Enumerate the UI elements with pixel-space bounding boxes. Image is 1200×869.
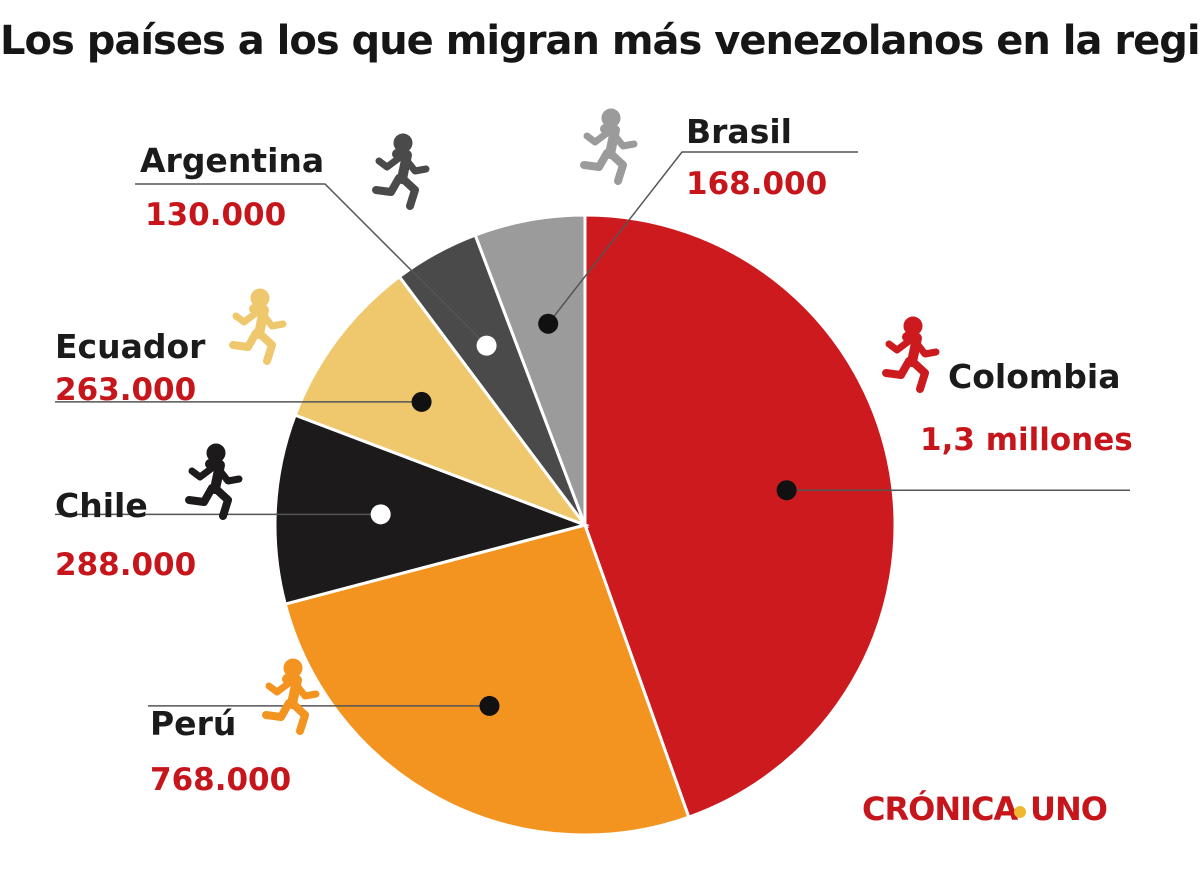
brand-left: CRÓNICA — [862, 790, 1018, 828]
pie-slices — [273, 213, 897, 837]
slice-marker-colombia — [776, 480, 797, 501]
running-person-icon — [233, 289, 283, 361]
slice-marker-ecuador — [411, 391, 432, 412]
chart-title: Los países a los que migran más venezola… — [0, 18, 1200, 64]
slice-value-ecuador: 263.000 — [55, 372, 196, 408]
slice-value-argentina: 130.000 — [145, 197, 286, 233]
running-person-icon — [584, 109, 634, 181]
running-person-icon — [189, 444, 239, 516]
pie-slice-chile — [273, 413, 590, 606]
slice-marker-argentina — [476, 335, 497, 356]
running-person-icon — [886, 317, 936, 389]
brand-right: UNO — [1030, 790, 1108, 828]
pie-slice-peru — [283, 523, 691, 837]
pie-slice-brasil — [473, 213, 587, 526]
slice-label-colombia: Colombia — [948, 357, 1120, 396]
pie-slice-colombia — [583, 213, 897, 820]
dot-separator-icon — [1014, 806, 1026, 818]
slice-label-brasil: Brasil — [686, 112, 792, 151]
running-person-icon — [266, 659, 316, 731]
slice-label-argentina: Argentina — [140, 141, 324, 180]
running-person-icon — [376, 134, 426, 206]
slice-label-peru: Perú — [150, 704, 236, 743]
leader-line-argentina — [135, 183, 488, 347]
slice-marker-peru — [479, 695, 500, 716]
slice-value-colombia: 1,3 millones — [920, 422, 1133, 458]
slice-value-brasil: 168.000 — [686, 166, 827, 202]
slice-marker-chile — [370, 504, 391, 525]
slice-value-peru: 768.000 — [150, 762, 291, 798]
slice-marker-brasil — [538, 313, 559, 334]
leader-line-brasil — [547, 151, 858, 325]
slice-label-ecuador: Ecuador — [55, 327, 206, 366]
slice-value-chile: 288.000 — [55, 547, 196, 583]
slice-annotations: Colombia 1,3 millones Perú 768.000 Chile 288.… — [55, 109, 1133, 798]
slice-label-chile: Chile — [55, 486, 148, 525]
pie-slice-ecuador — [293, 274, 590, 529]
